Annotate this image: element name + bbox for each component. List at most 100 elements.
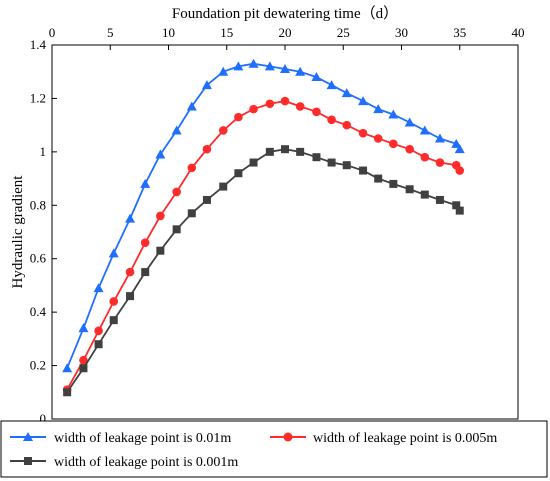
y-tick-label: 0 [40, 411, 47, 426]
series-1 [62, 58, 465, 373]
data-point [389, 179, 398, 188]
data-point [420, 152, 430, 162]
data-point [156, 211, 165, 221]
x-tick-label: 40 [512, 25, 525, 40]
series-3 [63, 145, 464, 397]
legend: width of leakage point is 0.01m width of… [0, 420, 548, 478]
data-point [186, 101, 197, 111]
data-point [342, 120, 352, 130]
data-point [341, 88, 352, 98]
y-tick-label: 1.4 [30, 37, 47, 52]
data-point [419, 125, 430, 135]
y-tick-label: 0.4 [30, 304, 47, 319]
data-point [140, 238, 150, 247]
data-point [265, 99, 275, 109]
data-point [451, 138, 462, 148]
legend-triangle-marker [23, 432, 33, 441]
data-point [295, 102, 305, 111]
data-point [264, 61, 275, 71]
x-tick-label: 15 [220, 25, 233, 40]
data-point [312, 153, 321, 162]
data-point [233, 61, 244, 71]
series-line-2 [66, 100, 461, 391]
data-point [140, 178, 151, 188]
data-point [359, 166, 368, 175]
data-point [455, 206, 464, 215]
data-point [155, 149, 166, 159]
x-tick-label: 25 [337, 25, 350, 40]
data-point [249, 158, 258, 167]
data-point [373, 104, 384, 114]
data-point [171, 125, 182, 135]
data-point [358, 128, 368, 138]
data-point [187, 163, 197, 173]
data-point [249, 104, 258, 114]
data-point [296, 147, 305, 156]
data-point [187, 209, 196, 218]
legend-box [0, 420, 548, 478]
data-point [280, 64, 290, 74]
data-point [172, 187, 181, 197]
data-point [79, 355, 88, 365]
x-tick-label: 30 [395, 25, 408, 40]
legend-square-marker [24, 457, 32, 465]
data-point [405, 144, 414, 154]
data-point [202, 144, 212, 154]
data-point [435, 195, 444, 204]
legend-label-1: width of leakage point is 0.01m [54, 431, 231, 446]
data-point [295, 66, 306, 76]
y-tick-label: 0.6 [30, 251, 47, 266]
data-point [358, 96, 369, 106]
data-point [125, 267, 135, 277]
data-point [327, 158, 336, 167]
data-point [326, 80, 337, 90]
data-point [373, 134, 383, 143]
data-point [94, 340, 103, 349]
y-tick-label: 1.2 [30, 90, 46, 105]
data-point [404, 117, 415, 127]
data-point [62, 363, 73, 373]
y-tick-label: 0.8 [30, 197, 46, 212]
data-point [141, 268, 150, 277]
data-point [126, 292, 135, 301]
series-line-1 [66, 62, 461, 369]
data-point [201, 80, 212, 90]
data-point [265, 147, 274, 156]
x-tick-label: 5 [107, 25, 114, 40]
data-point [78, 323, 89, 333]
data-point [312, 107, 321, 117]
data-point [342, 161, 351, 170]
data-point [94, 326, 103, 336]
data-point [389, 139, 398, 149]
data-point [327, 115, 336, 125]
y-tick-label: 1 [40, 144, 47, 159]
data-point [108, 248, 119, 258]
data-point [454, 144, 465, 154]
data-point [434, 133, 445, 143]
x-axis-title: Foundation pit dewatering time（d） [172, 5, 398, 22]
data-point [248, 58, 259, 68]
y-tick-label: 0.2 [30, 358, 46, 373]
x-tick-label: 35 [453, 25, 466, 40]
x-tick-label: 20 [279, 25, 292, 40]
data-point [202, 195, 211, 204]
data-point [218, 126, 228, 135]
data-point [311, 72, 322, 82]
data-point [455, 166, 465, 175]
data-point [63, 388, 72, 397]
legend-label-3: width of leakage point is 0.001m [54, 455, 238, 470]
data-point [93, 283, 104, 293]
legend-item-series-2: width of leakage point is 0.005m [270, 431, 497, 446]
y-axis-ticks: 0 0.2 0.4 0.6 0.8 1 1.2 1.4 [30, 37, 57, 426]
data-point [435, 158, 445, 167]
data-point [281, 145, 289, 154]
x-tick-label: 10 [162, 25, 175, 40]
legend-item-series-3: width of leakage point is 0.001m [10, 455, 238, 470]
data-point [219, 182, 228, 191]
data-point [234, 169, 243, 178]
data-point [109, 316, 118, 325]
data-point [420, 190, 429, 199]
data-point [452, 201, 461, 210]
legend-label-2: width of leakage point is 0.005m [313, 431, 497, 446]
